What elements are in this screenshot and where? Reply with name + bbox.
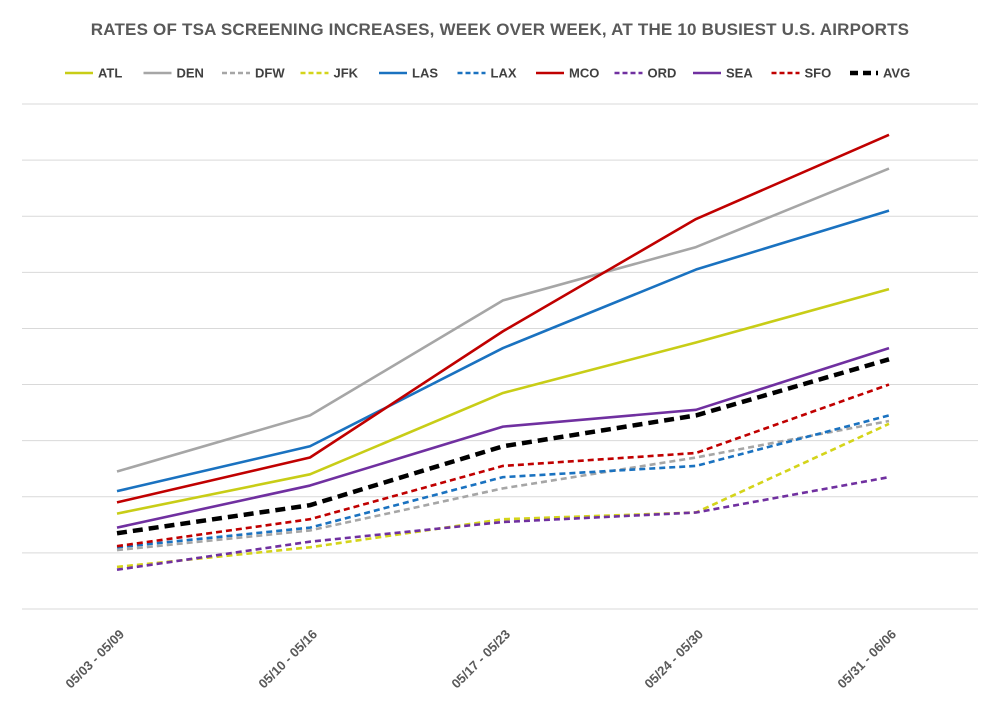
legend-label: LAX xyxy=(491,66,517,81)
legend-label: MCO xyxy=(569,66,599,81)
legend-label: DEN xyxy=(177,66,204,81)
legend-item-sfo: SFO xyxy=(771,66,832,81)
series-line-lax xyxy=(116,414,890,549)
legend: ATL DEN DFW JFK LAS LAX MCO ORD SEA SFO AVG xyxy=(65,66,910,81)
legend-label: ATL xyxy=(98,66,122,81)
legend-label: SEA xyxy=(726,66,753,81)
legend-item-las: LAS xyxy=(379,66,438,81)
legend-label: AVG xyxy=(883,66,910,81)
series-line-sea xyxy=(116,346,890,529)
legend-label: ORD xyxy=(648,66,677,81)
series-line-mco xyxy=(116,133,890,504)
x-tick-label: 05/31 - 06/06 xyxy=(834,627,899,692)
legend-label: DFW xyxy=(255,66,285,81)
legend-item-ord: ORD xyxy=(614,66,677,81)
legend-label: LAS xyxy=(412,66,438,81)
gridlines xyxy=(22,103,978,610)
series-lines xyxy=(116,133,890,572)
legend-item-lax: LAX xyxy=(457,66,517,81)
legend-item-dfw: DFW xyxy=(222,66,285,81)
x-tick-label: 05/10 - 05/16 xyxy=(255,627,320,692)
series-line-sfo xyxy=(116,383,890,548)
x-tick-label: 05/03 - 05/09 xyxy=(62,627,127,692)
series-line-avg xyxy=(116,357,890,536)
x-axis-tick-labels: 05/03 - 05/09 05/10 - 05/16 05/17 - 05/23 0… xyxy=(62,627,899,692)
legend-item-den: DEN xyxy=(143,66,204,81)
series-line-ord xyxy=(116,475,890,572)
series-line-atl xyxy=(116,287,890,515)
legend-label: JFK xyxy=(334,66,359,81)
legend-item-avg: AVG xyxy=(850,66,910,81)
legend-label: SFO xyxy=(805,66,832,81)
x-tick-label: 05/24 - 05/30 xyxy=(641,627,706,692)
legend-item-jfk: JFK xyxy=(300,66,359,81)
legend-item-mco: MCO xyxy=(536,66,599,81)
legend-item-atl: ATL xyxy=(65,66,122,81)
legend-item-sea: SEA xyxy=(693,66,753,81)
chart-title: RATES OF TSA SCREENING INCREASES, WEEK O… xyxy=(90,20,910,39)
x-tick-label: 05/17 - 05/23 xyxy=(448,627,513,692)
series-line-jfk xyxy=(116,422,890,569)
series-line-dfw xyxy=(116,419,890,552)
series-line-den xyxy=(116,167,890,473)
series-line-las xyxy=(116,209,890,493)
